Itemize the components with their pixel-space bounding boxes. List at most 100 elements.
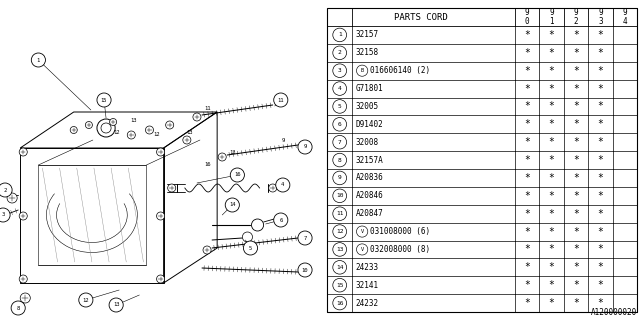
Text: 11: 11 (278, 98, 284, 102)
Text: 11: 11 (336, 211, 344, 216)
Circle shape (333, 153, 347, 167)
Circle shape (333, 82, 347, 95)
Circle shape (333, 207, 347, 220)
Text: 7: 7 (338, 140, 342, 145)
Text: 11: 11 (204, 106, 211, 110)
Circle shape (274, 93, 288, 107)
Text: *: * (524, 209, 530, 219)
Circle shape (243, 241, 257, 255)
Circle shape (333, 296, 347, 310)
Text: 1: 1 (36, 58, 40, 62)
Text: *: * (573, 209, 579, 219)
Circle shape (157, 275, 164, 283)
Text: *: * (573, 30, 579, 40)
Text: *: * (524, 30, 530, 40)
Text: 9
4: 9 4 (623, 8, 627, 26)
Text: *: * (597, 173, 604, 183)
Text: *: * (597, 30, 604, 40)
Text: 14: 14 (229, 203, 236, 207)
Text: *: * (597, 137, 604, 147)
Circle shape (19, 212, 28, 220)
Text: *: * (524, 191, 530, 201)
Text: 15: 15 (100, 98, 108, 102)
Text: 4: 4 (281, 182, 284, 188)
Text: *: * (597, 280, 604, 290)
Circle shape (183, 136, 191, 144)
Text: 8: 8 (338, 157, 342, 163)
Circle shape (333, 64, 347, 77)
Circle shape (356, 244, 368, 255)
Text: *: * (524, 101, 530, 111)
Text: *: * (597, 298, 604, 308)
Text: *: * (524, 280, 530, 290)
Text: *: * (548, 298, 554, 308)
Text: 6: 6 (338, 122, 342, 127)
Text: 13: 13 (187, 130, 193, 134)
Circle shape (20, 293, 30, 303)
Text: *: * (597, 48, 604, 58)
Circle shape (230, 168, 244, 182)
Circle shape (7, 193, 17, 203)
Circle shape (127, 131, 135, 139)
Text: *: * (597, 227, 604, 236)
Text: B: B (360, 68, 364, 73)
Text: *: * (548, 155, 554, 165)
Circle shape (218, 153, 227, 161)
Text: *: * (524, 298, 530, 308)
Text: *: * (573, 48, 579, 58)
Circle shape (276, 178, 290, 192)
Text: *: * (548, 191, 554, 201)
Text: 3: 3 (1, 212, 4, 218)
Text: *: * (524, 262, 530, 272)
Circle shape (298, 231, 312, 245)
Text: 32157: 32157 (355, 30, 379, 39)
Text: *: * (597, 191, 604, 201)
Text: 32008: 32008 (355, 138, 379, 147)
Text: 12: 12 (83, 298, 89, 302)
Text: *: * (524, 48, 530, 58)
Circle shape (333, 278, 347, 292)
Text: 13: 13 (229, 149, 236, 155)
Circle shape (225, 198, 239, 212)
Text: 9
0: 9 0 (525, 8, 529, 26)
Text: *: * (597, 209, 604, 219)
Text: *: * (548, 84, 554, 93)
Circle shape (157, 212, 164, 220)
Text: 2: 2 (338, 50, 342, 55)
Text: *: * (548, 209, 554, 219)
Text: A20847: A20847 (355, 209, 383, 218)
Text: *: * (548, 244, 554, 254)
Circle shape (333, 225, 347, 238)
Text: *: * (524, 227, 530, 236)
Text: *: * (548, 173, 554, 183)
Text: *: * (597, 119, 604, 129)
Text: *: * (597, 155, 604, 165)
Text: D91402: D91402 (355, 120, 383, 129)
Text: *: * (548, 101, 554, 111)
Circle shape (70, 126, 77, 133)
Text: 5: 5 (249, 245, 252, 251)
Text: 15: 15 (336, 283, 344, 288)
Text: *: * (573, 155, 579, 165)
Circle shape (274, 213, 288, 227)
Text: *: * (548, 66, 554, 76)
Text: 10: 10 (336, 193, 344, 198)
Circle shape (0, 208, 10, 222)
Text: 16: 16 (204, 163, 211, 167)
Text: 32157A: 32157A (355, 156, 383, 164)
Text: *: * (548, 137, 554, 147)
Text: V: V (360, 229, 364, 234)
Text: *: * (524, 244, 530, 254)
Text: A20846: A20846 (355, 191, 383, 200)
Circle shape (269, 184, 276, 192)
Text: 13: 13 (336, 247, 344, 252)
Circle shape (11, 301, 25, 315)
Circle shape (333, 28, 347, 42)
Text: *: * (573, 137, 579, 147)
Circle shape (356, 226, 368, 237)
Text: *: * (524, 137, 530, 147)
Circle shape (168, 184, 176, 192)
Text: 6: 6 (279, 218, 282, 222)
Text: *: * (573, 173, 579, 183)
Text: 32141: 32141 (355, 281, 379, 290)
